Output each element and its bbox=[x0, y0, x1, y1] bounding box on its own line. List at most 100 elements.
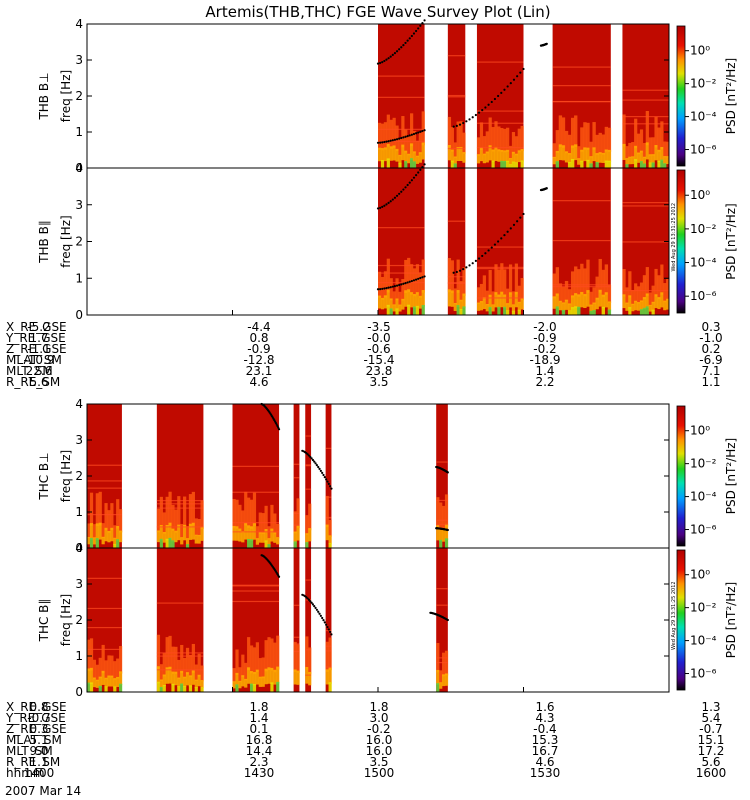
y-tick-label: 4 bbox=[75, 541, 83, 555]
orbit-value: -0.7 bbox=[699, 722, 722, 736]
track-points bbox=[376, 275, 426, 291]
colorbar-tick-label: 10⁻⁴ bbox=[690, 490, 717, 504]
colorbar-tick-label: 10⁰ bbox=[690, 188, 710, 202]
track-points bbox=[539, 42, 548, 47]
spectrogram-block bbox=[476, 168, 524, 315]
spectrogram-block bbox=[156, 404, 204, 548]
spectrogram-block bbox=[325, 404, 332, 548]
panel-1: 0 1 2 3 4 THB B⊥ freq [Hz] 10⁻⁶ 10⁻⁴ 10⁻² 10⁰ PSD [… bbox=[37, 17, 738, 175]
y-tick-label: 2 bbox=[75, 613, 83, 627]
spectrogram-block bbox=[305, 548, 312, 692]
spectrogram-block bbox=[436, 548, 449, 692]
orbit-value: -12.8 bbox=[243, 353, 274, 367]
y-axis-label: THB B⊥ bbox=[37, 72, 51, 120]
y-tick-label: 2 bbox=[75, 89, 83, 103]
orbit-value: 3.5 bbox=[369, 755, 388, 769]
orbit-value: 1400 bbox=[24, 766, 55, 780]
date-label: 2007 Mar 14 bbox=[5, 784, 81, 798]
orbit-value: 5.1 bbox=[29, 733, 48, 747]
orbit-value: 17.2 bbox=[698, 744, 725, 758]
creation-stamp: Wed Aug 29 13:31:25 2012 bbox=[671, 203, 677, 272]
colorbar-tick-label: 10⁻⁶ bbox=[690, 289, 717, 303]
colorbar-tick-label: 10⁰ bbox=[690, 424, 710, 438]
orbit-value: 16.0 bbox=[366, 744, 393, 758]
colorbar: 10⁻⁶ 10⁻⁴ 10⁻² 10⁰ PSD [nT²/Hz] bbox=[676, 405, 738, 547]
orbit-value: -2.0 bbox=[533, 320, 556, 334]
colorbar-label: PSD [nT²/Hz] bbox=[724, 438, 738, 514]
spectrogram-block bbox=[476, 24, 524, 168]
track-points bbox=[452, 67, 525, 128]
orbit-value: 16.0 bbox=[366, 733, 393, 747]
spectrogram-panels: 0 1 2 3 4 THB B⊥ freq [Hz] 10⁻⁶ 10⁻⁴ 10⁻² 10⁰ PSD [… bbox=[37, 17, 738, 699]
colorbar-tick-label: 10⁻⁴ bbox=[690, 634, 717, 648]
track-points bbox=[301, 449, 333, 490]
orbit-value: -3.5 bbox=[367, 320, 390, 334]
colorbar-tick-label: 10⁻⁶ bbox=[690, 667, 717, 681]
y-axis-label: THC B⊥ bbox=[37, 452, 51, 500]
track-points bbox=[435, 527, 449, 532]
orbit-value: 1.8 bbox=[369, 700, 388, 714]
colorbar-tick-label: 10⁻⁴ bbox=[690, 256, 717, 270]
orbit-row-label: MLAT_SM bbox=[6, 733, 62, 747]
orbit-value: 4.6 bbox=[535, 755, 554, 769]
spectrogram-block bbox=[436, 404, 449, 548]
orbit-value: -0.9 bbox=[533, 331, 556, 345]
colorbar-label: PSD [nT²/Hz] bbox=[724, 203, 738, 279]
orbit-row-label: Z_RE_GSE bbox=[6, 342, 67, 356]
y-tick-label: 3 bbox=[75, 198, 83, 212]
y-tick-label: 4 bbox=[75, 161, 83, 175]
colorbar-tick-label: 10⁻² bbox=[690, 601, 717, 615]
orbit-value: 0.2 bbox=[701, 342, 720, 356]
orbit-value: 1.4 bbox=[535, 364, 554, 378]
orbit-value: 1430 bbox=[244, 766, 275, 780]
y-axis-label: freq [Hz] bbox=[59, 594, 73, 646]
panel-4: 0 1 2 3 4 THC B∥ freq [Hz] 10⁻⁶ 10⁻⁴ 10⁻² 10⁰ PSD [… bbox=[37, 541, 738, 699]
orbit-value: -18.9 bbox=[529, 353, 560, 367]
orbit-value: -10.9 bbox=[23, 353, 54, 367]
orbit-value: -0.9 bbox=[247, 342, 270, 356]
y-axis-label: freq [Hz] bbox=[59, 450, 73, 502]
orbit-row-label: X_RE_GSE bbox=[6, 320, 67, 334]
orbit-value: 22.6 bbox=[26, 364, 53, 378]
colorbar-label: PSD [nT²/Hz] bbox=[724, 582, 738, 658]
orbit-value: -0.2 bbox=[367, 722, 390, 736]
spectrogram-block bbox=[552, 168, 612, 315]
y-tick-label: 3 bbox=[75, 433, 83, 447]
orbit-value: 0.8 bbox=[29, 700, 48, 714]
orbit-value: 3.5 bbox=[369, 375, 388, 389]
track-points bbox=[301, 593, 333, 636]
orbit-value: 14.4 bbox=[246, 744, 273, 758]
colorbar-tick-label: 10⁻² bbox=[690, 457, 717, 471]
colorbar: 10⁻⁶ 10⁻⁴ 10⁻² 10⁰ PSD [nT²/Hz] bbox=[676, 169, 738, 314]
y-tick-label: 2 bbox=[75, 235, 83, 249]
track-points bbox=[429, 611, 449, 622]
orbit-value: 16.7 bbox=[532, 744, 559, 758]
colorbar: 10⁻⁶ 10⁻⁴ 10⁻² 10⁰ PSD [nT²/Hz] bbox=[676, 25, 738, 167]
spectrogram-block bbox=[87, 548, 123, 692]
orbit-value: 1530 bbox=[530, 766, 561, 780]
colorbar: 10⁻⁶ 10⁻⁴ 10⁻² 10⁰ PSD [nT²/Hz] bbox=[676, 549, 738, 691]
orbit-value: 1.8 bbox=[249, 700, 268, 714]
y-tick-label: 3 bbox=[75, 53, 83, 67]
y-axis-label: freq [Hz] bbox=[59, 70, 73, 122]
orbit-value: -4.4 bbox=[247, 320, 270, 334]
track-points bbox=[260, 402, 281, 431]
orbit-row-label: MLAT_SM bbox=[6, 353, 62, 367]
spectrogram-block bbox=[622, 168, 670, 315]
spectrogram-block bbox=[378, 24, 425, 168]
orbit-value: 1.6 bbox=[535, 700, 554, 714]
orbit-value: 0.8 bbox=[249, 331, 268, 345]
y-tick-label: 4 bbox=[75, 17, 83, 31]
orbit-value: -0.2 bbox=[533, 342, 556, 356]
orbit-value: 15.1 bbox=[698, 733, 725, 747]
y-tick-label: 0 bbox=[75, 541, 83, 555]
track-points bbox=[452, 212, 525, 274]
orbit-value: 4.6 bbox=[249, 375, 268, 389]
y-tick-label: 1 bbox=[75, 649, 83, 663]
orbit-value: 1.7 bbox=[29, 331, 48, 345]
chart-title: Artemis(THB,THC) FGE Wave Survey Plot (L… bbox=[205, 3, 550, 21]
orbit-value: 3.0 bbox=[369, 711, 388, 725]
orbit-value: 5.4 bbox=[701, 711, 720, 725]
